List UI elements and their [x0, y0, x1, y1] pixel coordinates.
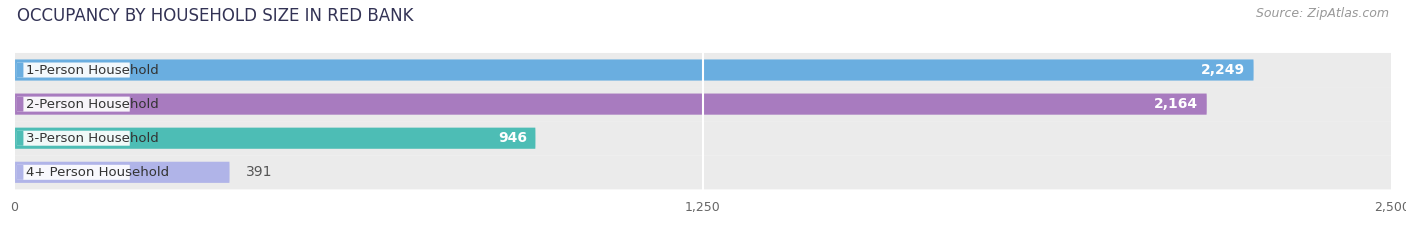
- FancyBboxPatch shape: [14, 121, 1392, 155]
- FancyBboxPatch shape: [17, 62, 24, 78]
- FancyBboxPatch shape: [14, 87, 1392, 121]
- FancyBboxPatch shape: [17, 131, 129, 146]
- Text: 3-Person Household: 3-Person Household: [27, 132, 159, 145]
- Text: 946: 946: [498, 131, 527, 145]
- Text: 391: 391: [246, 165, 273, 179]
- FancyBboxPatch shape: [17, 131, 24, 146]
- FancyBboxPatch shape: [17, 97, 129, 112]
- FancyBboxPatch shape: [14, 93, 1206, 115]
- Text: OCCUPANCY BY HOUSEHOLD SIZE IN RED BANK: OCCUPANCY BY HOUSEHOLD SIZE IN RED BANK: [17, 7, 413, 25]
- Text: 2,249: 2,249: [1201, 63, 1246, 77]
- Text: 2,164: 2,164: [1154, 97, 1198, 111]
- FancyBboxPatch shape: [14, 53, 1392, 87]
- FancyBboxPatch shape: [17, 165, 129, 180]
- FancyBboxPatch shape: [17, 165, 24, 180]
- FancyBboxPatch shape: [14, 128, 536, 149]
- Text: 1-Person Household: 1-Person Household: [27, 64, 159, 76]
- Text: 4+ Person Household: 4+ Person Household: [27, 166, 169, 179]
- FancyBboxPatch shape: [14, 162, 229, 183]
- FancyBboxPatch shape: [14, 155, 1392, 189]
- Text: 2-Person Household: 2-Person Household: [27, 98, 159, 111]
- FancyBboxPatch shape: [14, 59, 1254, 81]
- FancyBboxPatch shape: [17, 62, 129, 78]
- Text: Source: ZipAtlas.com: Source: ZipAtlas.com: [1256, 7, 1389, 20]
- FancyBboxPatch shape: [17, 97, 24, 112]
